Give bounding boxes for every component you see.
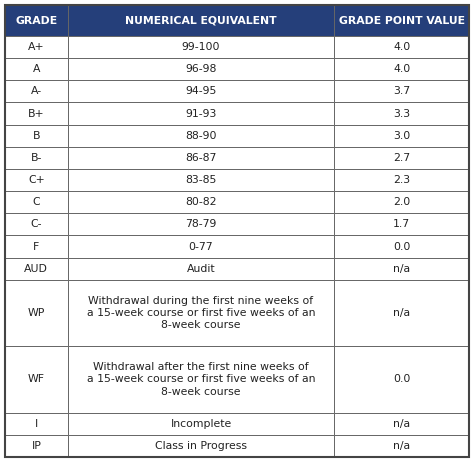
Bar bbox=[5, 236, 68, 258]
Bar bbox=[5, 5, 68, 36]
Bar bbox=[68, 169, 335, 191]
Bar bbox=[68, 258, 335, 280]
Text: AUD: AUD bbox=[24, 264, 48, 274]
Bar bbox=[335, 103, 469, 125]
Text: Class in Progress: Class in Progress bbox=[155, 441, 247, 451]
Bar bbox=[335, 236, 469, 258]
Text: WF: WF bbox=[28, 374, 45, 384]
Text: Withdrawal after the first nine weeks of
a 15-week course or first five weeks of: Withdrawal after the first nine weeks of… bbox=[87, 362, 315, 397]
Text: 1.7: 1.7 bbox=[393, 219, 410, 229]
Bar bbox=[5, 58, 68, 80]
Text: 96-98: 96-98 bbox=[185, 64, 217, 74]
Bar bbox=[335, 435, 469, 457]
Text: C+: C+ bbox=[28, 175, 45, 185]
Bar bbox=[335, 413, 469, 435]
Bar bbox=[335, 80, 469, 103]
Bar bbox=[68, 236, 335, 258]
Text: 2.7: 2.7 bbox=[393, 153, 410, 163]
Text: GRADE: GRADE bbox=[15, 16, 57, 25]
Bar bbox=[5, 169, 68, 191]
Bar bbox=[5, 346, 68, 413]
Text: 2.0: 2.0 bbox=[393, 197, 410, 207]
Text: 0-77: 0-77 bbox=[189, 242, 213, 251]
Text: 3.3: 3.3 bbox=[393, 109, 410, 119]
Bar bbox=[68, 280, 335, 346]
Bar bbox=[5, 258, 68, 280]
Text: 83-85: 83-85 bbox=[185, 175, 217, 185]
Text: 3.0: 3.0 bbox=[393, 131, 410, 141]
Text: Withdrawal during the first nine weeks of
a 15-week course or first five weeks o: Withdrawal during the first nine weeks o… bbox=[87, 296, 315, 330]
Text: 88-90: 88-90 bbox=[185, 131, 217, 141]
Text: 94-95: 94-95 bbox=[185, 86, 217, 97]
Bar bbox=[335, 191, 469, 213]
Bar bbox=[335, 280, 469, 346]
Text: 99-100: 99-100 bbox=[182, 42, 220, 52]
Bar bbox=[68, 80, 335, 103]
Text: 4.0: 4.0 bbox=[393, 42, 410, 52]
Text: 80-82: 80-82 bbox=[185, 197, 217, 207]
Bar bbox=[68, 213, 335, 236]
Text: A+: A+ bbox=[28, 42, 45, 52]
Bar bbox=[5, 413, 68, 435]
Bar bbox=[68, 147, 335, 169]
Bar bbox=[5, 213, 68, 236]
Bar bbox=[335, 169, 469, 191]
Text: 86-87: 86-87 bbox=[185, 153, 217, 163]
Text: NUMERICAL EQUIVALENT: NUMERICAL EQUIVALENT bbox=[125, 16, 277, 25]
Text: WP: WP bbox=[27, 308, 45, 318]
Text: B+: B+ bbox=[28, 109, 45, 119]
Bar bbox=[68, 58, 335, 80]
Text: 3.7: 3.7 bbox=[393, 86, 410, 97]
Text: 0.0: 0.0 bbox=[393, 242, 410, 251]
Bar bbox=[5, 80, 68, 103]
Bar bbox=[335, 125, 469, 147]
Text: A: A bbox=[33, 64, 40, 74]
Text: F: F bbox=[33, 242, 39, 251]
Bar bbox=[335, 213, 469, 236]
Text: n/a: n/a bbox=[393, 264, 410, 274]
Bar bbox=[335, 258, 469, 280]
Bar bbox=[5, 435, 68, 457]
Text: IP: IP bbox=[31, 441, 41, 451]
Bar bbox=[335, 147, 469, 169]
Text: A-: A- bbox=[31, 86, 42, 97]
Bar bbox=[5, 36, 68, 58]
Text: n/a: n/a bbox=[393, 419, 410, 429]
Bar bbox=[68, 5, 335, 36]
Bar bbox=[5, 103, 68, 125]
Bar bbox=[68, 346, 335, 413]
Text: Audit: Audit bbox=[187, 264, 215, 274]
Text: C-: C- bbox=[30, 219, 42, 229]
Bar bbox=[5, 147, 68, 169]
Bar bbox=[68, 191, 335, 213]
Bar bbox=[68, 413, 335, 435]
Text: n/a: n/a bbox=[393, 441, 410, 451]
Bar bbox=[68, 103, 335, 125]
Bar bbox=[68, 125, 335, 147]
Bar bbox=[335, 36, 469, 58]
Text: n/a: n/a bbox=[393, 308, 410, 318]
Bar bbox=[68, 435, 335, 457]
Bar bbox=[335, 58, 469, 80]
Text: I: I bbox=[35, 419, 38, 429]
Text: C: C bbox=[33, 197, 40, 207]
Text: 4.0: 4.0 bbox=[393, 64, 410, 74]
Bar bbox=[335, 346, 469, 413]
Bar bbox=[5, 125, 68, 147]
Text: 78-79: 78-79 bbox=[185, 219, 217, 229]
Bar bbox=[5, 280, 68, 346]
Bar bbox=[68, 36, 335, 58]
Text: GRADE POINT VALUE: GRADE POINT VALUE bbox=[339, 16, 465, 25]
Text: 0.0: 0.0 bbox=[393, 374, 410, 384]
Text: 91-93: 91-93 bbox=[185, 109, 217, 119]
Bar bbox=[5, 191, 68, 213]
Text: Incomplete: Incomplete bbox=[171, 419, 232, 429]
Bar bbox=[335, 5, 469, 36]
Text: 2.3: 2.3 bbox=[393, 175, 410, 185]
Text: B-: B- bbox=[31, 153, 42, 163]
Text: B: B bbox=[33, 131, 40, 141]
